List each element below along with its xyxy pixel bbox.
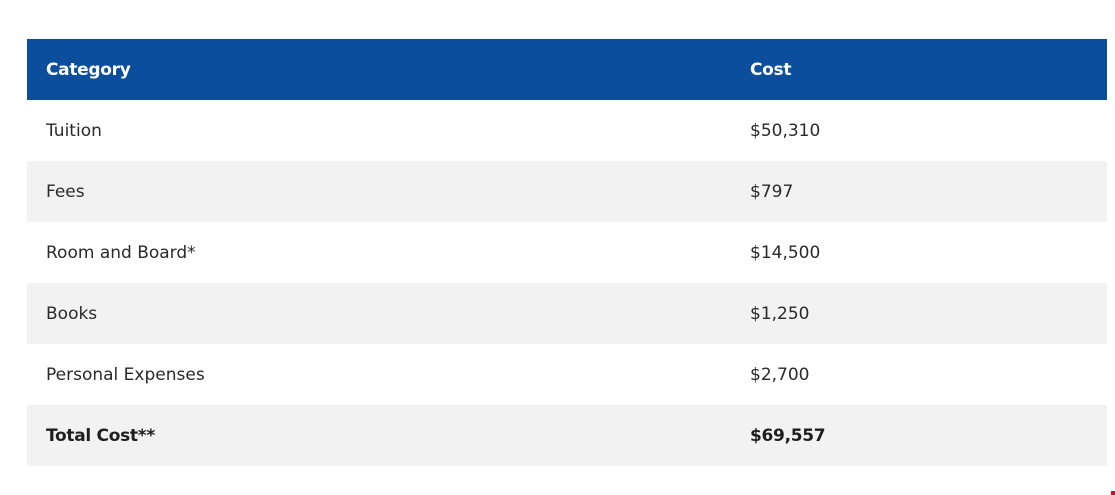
total-value: $69,557 bbox=[750, 425, 826, 446]
table-row: Tuition $50,310 bbox=[27, 100, 1107, 161]
category-cell: Room and Board* bbox=[46, 242, 196, 263]
cost-cell: $1,250 bbox=[750, 303, 810, 324]
table-header-row: Category Cost bbox=[27, 39, 1107, 100]
category-cell: Tuition bbox=[46, 120, 102, 141]
table-row: Fees $797 bbox=[27, 161, 1107, 222]
column-header-category: Category bbox=[46, 59, 131, 80]
column-header-cost: Cost bbox=[750, 59, 792, 80]
cost-table: Category Cost Tuition $50,310 Fees $797 … bbox=[27, 39, 1107, 466]
total-row: Total Cost** $69,557 bbox=[27, 405, 1107, 466]
table-row: Personal Expenses $2,700 bbox=[27, 344, 1107, 405]
table-row: Room and Board* $14,500 bbox=[27, 222, 1107, 283]
cost-cell: $14,500 bbox=[750, 242, 821, 263]
category-cell: Personal Expenses bbox=[46, 364, 205, 385]
category-cell: Fees bbox=[46, 181, 85, 202]
cost-cell: $2,700 bbox=[750, 364, 810, 385]
cost-cell: $50,310 bbox=[750, 120, 821, 141]
category-cell: Books bbox=[46, 303, 98, 324]
cost-cell: $797 bbox=[750, 181, 794, 202]
table-row: Books $1,250 bbox=[27, 283, 1107, 344]
corner-mark bbox=[1111, 491, 1115, 495]
total-label: Total Cost** bbox=[46, 425, 155, 446]
